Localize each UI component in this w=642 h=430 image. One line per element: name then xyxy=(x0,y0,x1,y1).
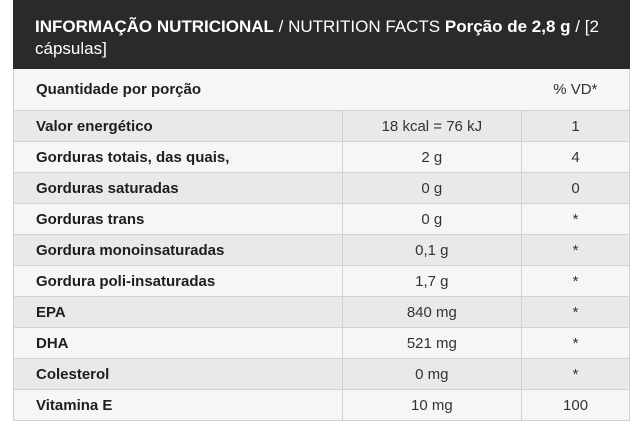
row-label: Colesterol xyxy=(13,358,343,390)
table-row: Gorduras totais, das quais, 2 g 4 xyxy=(13,141,630,173)
row-dv: * xyxy=(521,358,630,390)
row-amount: 0 mg xyxy=(341,358,523,390)
header-serving-note: / [2 cápsulas] xyxy=(35,17,599,58)
table-row: Vitamina E 10 mg 100 xyxy=(13,389,630,421)
table-row: EPA 840 mg * xyxy=(13,296,630,328)
table-header-row: Quantidade por porção % VD* xyxy=(13,69,630,111)
row-label: Gordura poli-insaturadas xyxy=(13,265,343,297)
table-row: Gorduras saturadas 0 g 0 xyxy=(13,172,630,204)
nutrition-header: INFORMAÇÃO NUTRICIONAL / NUTRITION FACTS… xyxy=(13,0,630,69)
nutrition-table: Quantidade por porção % VD* Valor energé… xyxy=(13,69,630,421)
row-dv: * xyxy=(521,265,630,297)
row-amount: 840 mg xyxy=(341,296,523,328)
row-dv: 0 xyxy=(521,172,630,204)
row-dv: * xyxy=(521,327,630,359)
row-dv: 1 xyxy=(521,110,630,142)
row-label: Gorduras trans xyxy=(13,203,343,235)
row-label: Gorduras totais, das quais, xyxy=(13,141,343,173)
row-label: EPA xyxy=(13,296,343,328)
row-dv: 4 xyxy=(521,141,630,173)
row-dv: * xyxy=(521,203,630,235)
row-amount: 2 g xyxy=(341,141,523,173)
table-row: Colesterol 0 mg * xyxy=(13,358,630,390)
header-serving: Porção de 2,8 g xyxy=(444,17,571,36)
table-row: Gorduras trans 0 g * xyxy=(13,203,630,235)
row-label: Gorduras saturadas xyxy=(13,172,343,204)
row-amount: 0 g xyxy=(341,172,523,204)
header-title: INFORMAÇÃO NUTRICIONAL xyxy=(35,17,274,36)
row-label: Valor energético xyxy=(13,110,343,142)
table-row: Gordura monoinsaturadas 0,1 g * xyxy=(13,234,630,266)
row-label: DHA xyxy=(13,327,343,359)
row-label: Gordura monoinsaturadas xyxy=(13,234,343,266)
row-amount: 10 mg xyxy=(341,389,523,421)
row-label: Vitamina E xyxy=(13,389,343,421)
header-label-cell: Quantidade por porção xyxy=(13,69,343,111)
row-dv: 100 xyxy=(521,389,630,421)
table-row: Valor energético 18 kcal = 76 kJ 1 xyxy=(13,110,630,142)
table-row: Gordura poli-insaturadas 1,7 g * xyxy=(13,265,630,297)
header-subtitle: / NUTRITION FACTS xyxy=(273,17,445,36)
row-dv: * xyxy=(521,296,630,328)
row-amount: 0 g xyxy=(341,203,523,235)
row-amount: 18 kcal = 76 kJ xyxy=(341,110,523,142)
row-dv: * xyxy=(521,234,630,266)
row-amount: 1,7 g xyxy=(341,265,523,297)
row-amount: 0,1 g xyxy=(341,234,523,266)
header-dv-cell: % VD* xyxy=(521,69,630,111)
row-amount: 521 mg xyxy=(341,327,523,359)
header-amount-cell xyxy=(342,69,522,111)
table-row: DHA 521 mg * xyxy=(13,327,630,359)
